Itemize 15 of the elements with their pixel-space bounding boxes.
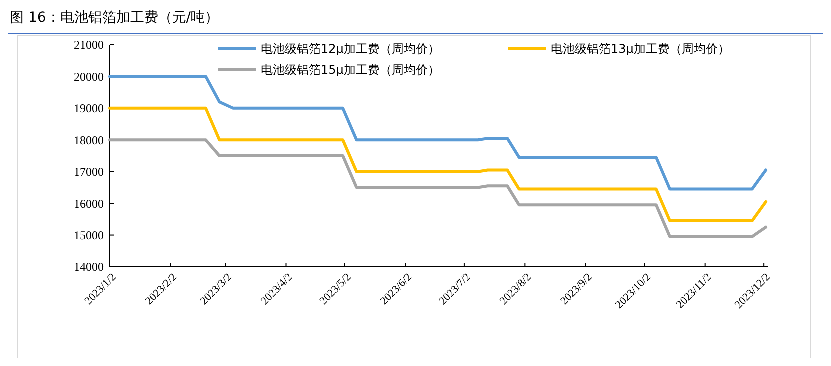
y-tick-label: 15000 <box>74 228 104 242</box>
chart-title: 图 16：电池铝箔加工费（元/吨） <box>10 10 219 26</box>
legend-label: 电池级铝箔13μ加工费（周均价） <box>551 42 730 56</box>
y-tick-label: 20000 <box>74 70 104 84</box>
y-tick-label: 19000 <box>74 102 104 116</box>
legend-label: 电池级铝箔12μ加工费（周均价） <box>261 42 440 56</box>
line-series <box>108 106 768 223</box>
y-tick-label: 21000 <box>74 38 104 52</box>
y-tick-label: 18000 <box>74 133 104 148</box>
y-tick-label: 17000 <box>74 165 104 180</box>
legend-label: 电池级铝箔15μ加工费（周均价） <box>261 63 440 78</box>
line-series <box>108 75 768 191</box>
y-tick-label: 14000 <box>74 260 104 274</box>
y-tick-label: 16000 <box>74 196 104 211</box>
line-series <box>108 138 768 238</box>
